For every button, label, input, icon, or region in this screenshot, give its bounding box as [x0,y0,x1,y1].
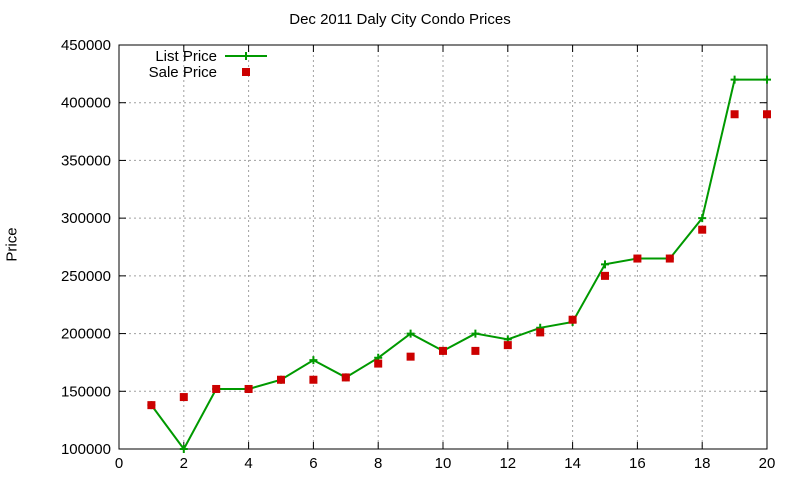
x-tick-label: 6 [309,455,317,472]
series-layer [147,75,771,453]
y-tick-label: 450000 [61,37,111,54]
data-point [471,329,480,338]
data-point [698,214,707,223]
y-tick-label: 100000 [61,441,111,458]
x-tick-label: 12 [499,455,516,472]
x-tick-label: 20 [759,455,776,472]
data-point [665,254,674,263]
data-point [406,352,415,361]
data-point [277,375,285,384]
data-point [568,315,577,324]
y-tick-label: 250000 [61,268,111,285]
data-point [536,328,545,337]
y-tick-label: 300000 [61,210,111,227]
data-point [503,341,512,350]
data-point [341,373,350,382]
series-1 [147,75,771,453]
series-line [150,78,767,451]
data-point [179,445,188,453]
y-tick-label: 400000 [61,95,111,112]
y-tick-label: 350000 [61,152,111,169]
data-point [633,254,642,263]
series-2 [147,110,771,410]
y-tick-label: 150000 [61,383,111,400]
data-point [763,110,771,119]
data-point [601,271,609,280]
x-tick-label: 16 [629,455,646,472]
axis-ticks: 0 2 4 6 8 10 12 14 16 18 20 100000 150000 200000 25000… [61,37,775,472]
legend-marker [242,68,250,76]
data-point [147,401,156,410]
data-point [730,75,739,84]
grid-lines [119,45,767,449]
data-point [374,359,383,368]
y-tick-label: 200000 [61,326,111,343]
data-point [730,110,739,119]
x-tick-label: 14 [564,455,581,472]
chart-title: Dec 2011 Daly City Condo Prices [289,11,511,28]
x-tick-label: 18 [694,455,711,472]
x-tick-label: 2 [180,455,188,472]
data-point [406,329,415,338]
data-point [763,75,771,84]
data-point [179,393,188,402]
x-tick-label: 0 [115,455,123,472]
data-point [309,356,318,365]
data-point [439,346,447,355]
data-point [698,225,707,234]
legend-label: List Price [155,48,217,65]
data-point [309,375,318,384]
data-point [212,384,221,393]
legend-label: Sale Price [149,64,217,81]
data-point [601,260,609,269]
x-tick-label: 10 [435,455,452,472]
data-point [471,346,480,355]
data-point [244,384,253,393]
x-tick-label: 8 [374,455,382,472]
legend-marker [242,52,250,60]
x-tick-label: 4 [244,455,252,472]
